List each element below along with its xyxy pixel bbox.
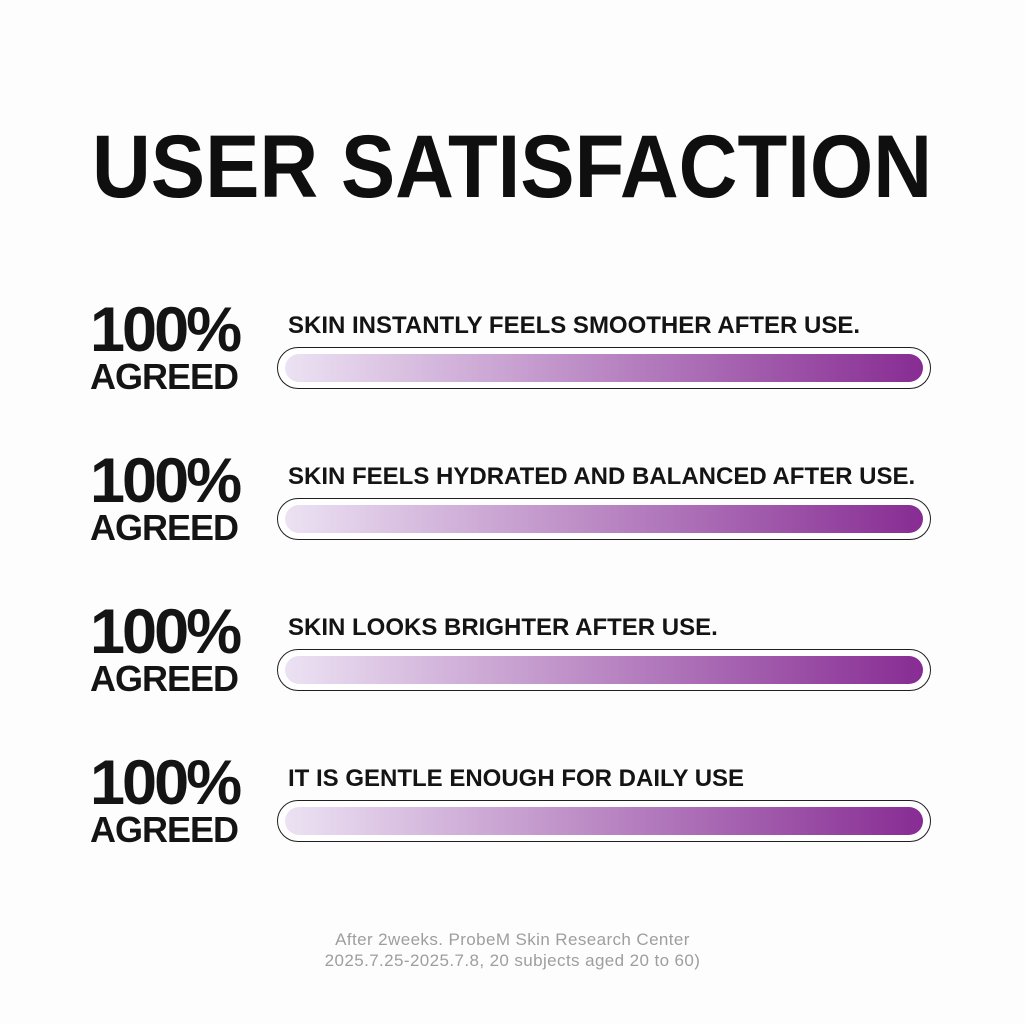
statement-block: SKIN FEELS HYDRATED AND BALANCED AFTER U…: [277, 463, 931, 540]
page-title-text: USER SATISFACTION: [92, 116, 932, 216]
statement-label: SKIN FEELS HYDRATED AND BALANCED AFTER U…: [288, 463, 916, 490]
progress-bar-fill: [285, 807, 923, 835]
page-title: USER SATISFACTION: [92, 116, 932, 216]
agreed-label: AGREED: [90, 809, 239, 850]
satisfaction-row: 100% AGREED SKIN INSTANTLY FEELS SMOOTHE…: [90, 299, 931, 395]
percent-block: 100% AGREED: [90, 446, 277, 548]
agreed-label: AGREED: [90, 356, 239, 397]
progress-bar-track: [277, 649, 931, 691]
progress-bar-fill: [285, 505, 923, 533]
footnote-line2: 2025.7.25-2025.7.8, 20 subjects aged 20 …: [324, 951, 701, 970]
statement-block: SKIN INSTANTLY FEELS SMOOTHER AFTER USE.: [277, 312, 931, 389]
progress-bar-track: [277, 498, 931, 540]
progress-bar-fill: [285, 354, 923, 382]
percent-block: 100% AGREED: [90, 748, 277, 850]
satisfaction-row: 100% AGREED IT IS GENTLE ENOUGH FOR DAIL…: [90, 752, 931, 848]
progress-bar-track: [277, 347, 931, 389]
percent-value: 100%: [90, 748, 242, 818]
agreed-label: AGREED: [90, 658, 239, 699]
percent-value: 100%: [90, 295, 242, 365]
statement-block: SKIN LOOKS BRIGHTER AFTER USE.: [277, 614, 931, 691]
footnote: After 2weeks. ProbeM Skin Research Cente…: [0, 929, 1025, 971]
statement-block: IT IS GENTLE ENOUGH FOR DAILY USE: [277, 765, 931, 842]
statement-label: SKIN INSTANTLY FEELS SMOOTHER AFTER USE.: [288, 312, 861, 339]
satisfaction-row: 100% AGREED SKIN FEELS HYDRATED AND BALA…: [90, 450, 931, 546]
percent-value: 100%: [90, 597, 242, 667]
percent-block: 100% AGREED: [90, 597, 277, 699]
percent-block: 100% AGREED: [90, 295, 277, 397]
statement-label: SKIN LOOKS BRIGHTER AFTER USE.: [288, 614, 718, 641]
percent-value: 100%: [90, 446, 242, 516]
footnote-line1: After 2weeks. ProbeM Skin Research Cente…: [335, 930, 690, 949]
progress-bar-fill: [285, 656, 923, 684]
progress-bar-track: [277, 800, 931, 842]
satisfaction-row: 100% AGREED SKIN LOOKS BRIGHTER AFTER US…: [90, 601, 931, 697]
statement-label: IT IS GENTLE ENOUGH FOR DAILY USE: [288, 765, 745, 792]
agreed-label: AGREED: [90, 507, 239, 548]
